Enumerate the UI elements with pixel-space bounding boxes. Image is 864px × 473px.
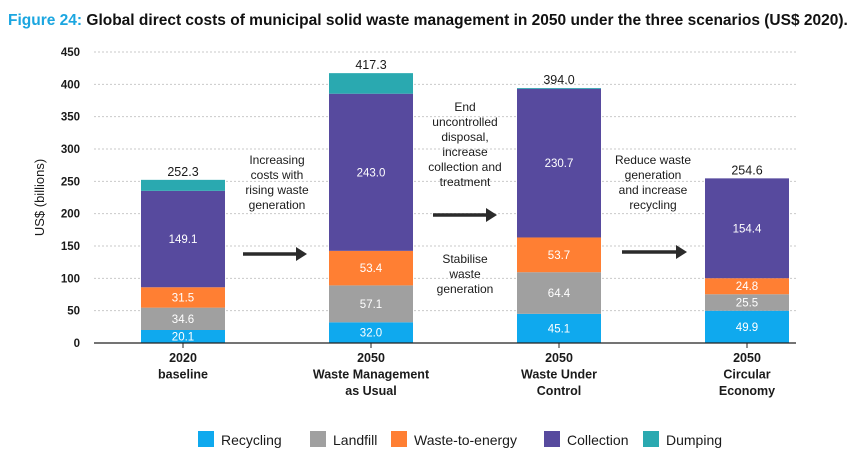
legend-label: Landfill [333, 432, 377, 448]
y-tick-label: 0 [74, 338, 80, 350]
segment-value-label: 154.4 [733, 223, 762, 235]
legend-label: Recycling [221, 432, 282, 448]
legend: Recycling Landfill Waste-to-energy Collecti… [198, 431, 722, 448]
bar-segment-waste-to-energy [141, 287, 225, 308]
bars: 20.1 34.6 31.5 149.1 252.3 32.0 57.1 53.4 243.0 4… [141, 58, 789, 344]
segment-value-label: 64.4 [548, 288, 571, 300]
bar-stack: 20.1 34.6 31.5 149.1 252.3 [141, 165, 225, 344]
arrow-icon [433, 208, 497, 222]
arrow-icon [243, 247, 307, 261]
y-tick-label: 150 [61, 241, 80, 253]
segment-value-label: 49.9 [736, 322, 758, 334]
segment-value-label: 25.5 [736, 297, 758, 309]
bar-segment-landfill [141, 307, 225, 331]
y-tick-label: 450 [61, 47, 80, 59]
annotation-text: Stabilise waste generation [437, 252, 494, 296]
annotation-text: Increasing costs with rising waste generati… [245, 153, 309, 212]
legend-item: Recycling [198, 431, 282, 448]
bar-segment-dumping [329, 73, 413, 94]
y-tick-label: 250 [61, 176, 80, 188]
legend-swatch [310, 431, 326, 447]
legend-label: Collection [567, 432, 628, 448]
y-tick-label: 100 [61, 273, 80, 285]
bar-segment-collection [705, 178, 789, 279]
legend-swatch [198, 431, 214, 447]
bar-segment-dumping [141, 179, 225, 191]
legend-item: Landfill [310, 431, 377, 448]
bar-segment-landfill [705, 294, 789, 311]
bar-stack: 49.9 25.5 24.8 154.4 254.6 [705, 163, 789, 343]
figure-title-text: Global direct costs of municipal solid w… [82, 12, 848, 29]
annotation-text: End uncontrolled disposal, increase collecti… [428, 100, 501, 189]
chart-title: Figure 24: Global direct costs of munici… [8, 12, 848, 29]
legend-swatch [391, 431, 407, 447]
legend-item: Waste-to-energy [391, 431, 517, 448]
bar-segment-landfill [517, 272, 601, 314]
bar-total-label: 254.6 [731, 163, 762, 177]
bar-segment-collection [141, 190, 225, 288]
bar-total-label: 417.3 [355, 58, 386, 72]
segment-value-label: 24.8 [736, 281, 758, 293]
segment-value-label: 20.1 [172, 332, 194, 344]
arrow-icon [622, 245, 687, 259]
segment-value-label: 53.4 [360, 263, 383, 275]
y-tick-label: 400 [61, 79, 80, 91]
bar-segment-waste-to-energy [517, 237, 601, 273]
x-category-label: 2020 baseline [158, 351, 208, 382]
legend-item: Dumping [643, 431, 722, 448]
bar-total-label: 252.3 [167, 165, 198, 179]
bar-stack: 45.1 64.4 53.7 230.7 394.0 [517, 73, 601, 343]
segment-value-label: 45.1 [548, 323, 570, 335]
legend-swatch [643, 431, 659, 447]
segment-value-label: 230.7 [545, 158, 574, 170]
legend-item: Collection [544, 431, 628, 448]
bar-segment-recycling [705, 310, 789, 343]
segment-value-label: 31.5 [172, 292, 194, 304]
y-tick-label: 300 [61, 144, 80, 156]
y-tick-label: 200 [61, 209, 80, 221]
bar-segment-waste-to-energy [705, 278, 789, 295]
y-tick-label: 50 [67, 306, 80, 318]
bar-segment-collection [517, 88, 601, 238]
x-axis: 2020 baseline 2050 Waste Management as Usual… [94, 342, 796, 398]
y-axis-label: US$ (billions) [32, 159, 47, 236]
annotation-text: Reduce waste generation and increase recycl… [615, 153, 691, 212]
x-category-label: 2050 Waste Management as Usual [313, 351, 430, 398]
x-category-label: 2050 Circular Economy [719, 351, 775, 398]
segment-value-label: 149.1 [169, 234, 198, 246]
bar-segment-recycling [329, 322, 413, 343]
bar-segment-recycling [141, 330, 225, 343]
bar-segment-landfill [329, 285, 413, 323]
x-category-label: 2050 Waste Under Control [521, 351, 597, 398]
bar-segment-dumping [517, 88, 601, 90]
segment-value-label: 57.1 [360, 299, 382, 311]
y-tick-label: 350 [61, 112, 80, 124]
legend-label: Waste-to-energy [414, 432, 517, 448]
bar-segment-waste-to-energy [329, 250, 413, 286]
segment-value-label: 243.0 [357, 167, 386, 179]
figure-number: Figure 24: [8, 12, 82, 29]
y-axis: 0 50 100 150 200 250 300 350 400 450 US$ (billions… [32, 47, 80, 350]
bar-segment-collection [329, 93, 413, 251]
bar-segment-recycling [517, 313, 601, 343]
legend-label: Dumping [666, 432, 722, 448]
annotations: Increasing costs with rising waste generati… [243, 100, 691, 296]
segment-value-label: 53.7 [548, 250, 570, 262]
legend-swatch [544, 431, 560, 447]
segment-value-label: 34.6 [172, 314, 194, 326]
segment-value-label: 32.0 [360, 328, 382, 340]
bar-stack: 32.0 57.1 53.4 243.0 417.3 [329, 58, 413, 343]
bar-total-label: 394.0 [543, 73, 574, 87]
